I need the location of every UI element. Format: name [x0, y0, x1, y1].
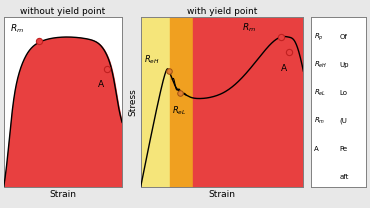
Text: $R_{eH}$: $R_{eH}$: [144, 54, 159, 66]
Text: Pe: Pe: [340, 146, 348, 152]
Text: A: A: [98, 80, 105, 89]
Text: $R_m$: $R_m$: [314, 116, 325, 126]
Text: Lo: Lo: [340, 90, 348, 96]
Title: with yield point: with yield point: [187, 7, 257, 16]
X-axis label: Strain: Strain: [209, 190, 235, 199]
Text: $R_{eH}$: $R_{eH}$: [314, 60, 327, 70]
Text: Of: Of: [340, 34, 347, 40]
Text: $R_{eL}$: $R_{eL}$: [172, 105, 186, 117]
Text: aft: aft: [340, 174, 349, 180]
Text: $R_p$: $R_p$: [314, 31, 323, 43]
Text: $R_{eL}$: $R_{eL}$: [314, 88, 326, 98]
Text: $R_m$: $R_m$: [242, 21, 256, 34]
Title: without yield point: without yield point: [20, 7, 105, 16]
Y-axis label: Stress: Stress: [129, 88, 138, 116]
Text: Up: Up: [340, 62, 349, 68]
X-axis label: Strain: Strain: [50, 190, 76, 199]
Text: (U: (U: [340, 118, 347, 124]
Text: A: A: [280, 64, 287, 73]
Text: $R_m$: $R_m$: [10, 23, 24, 36]
Text: A: A: [314, 146, 318, 152]
